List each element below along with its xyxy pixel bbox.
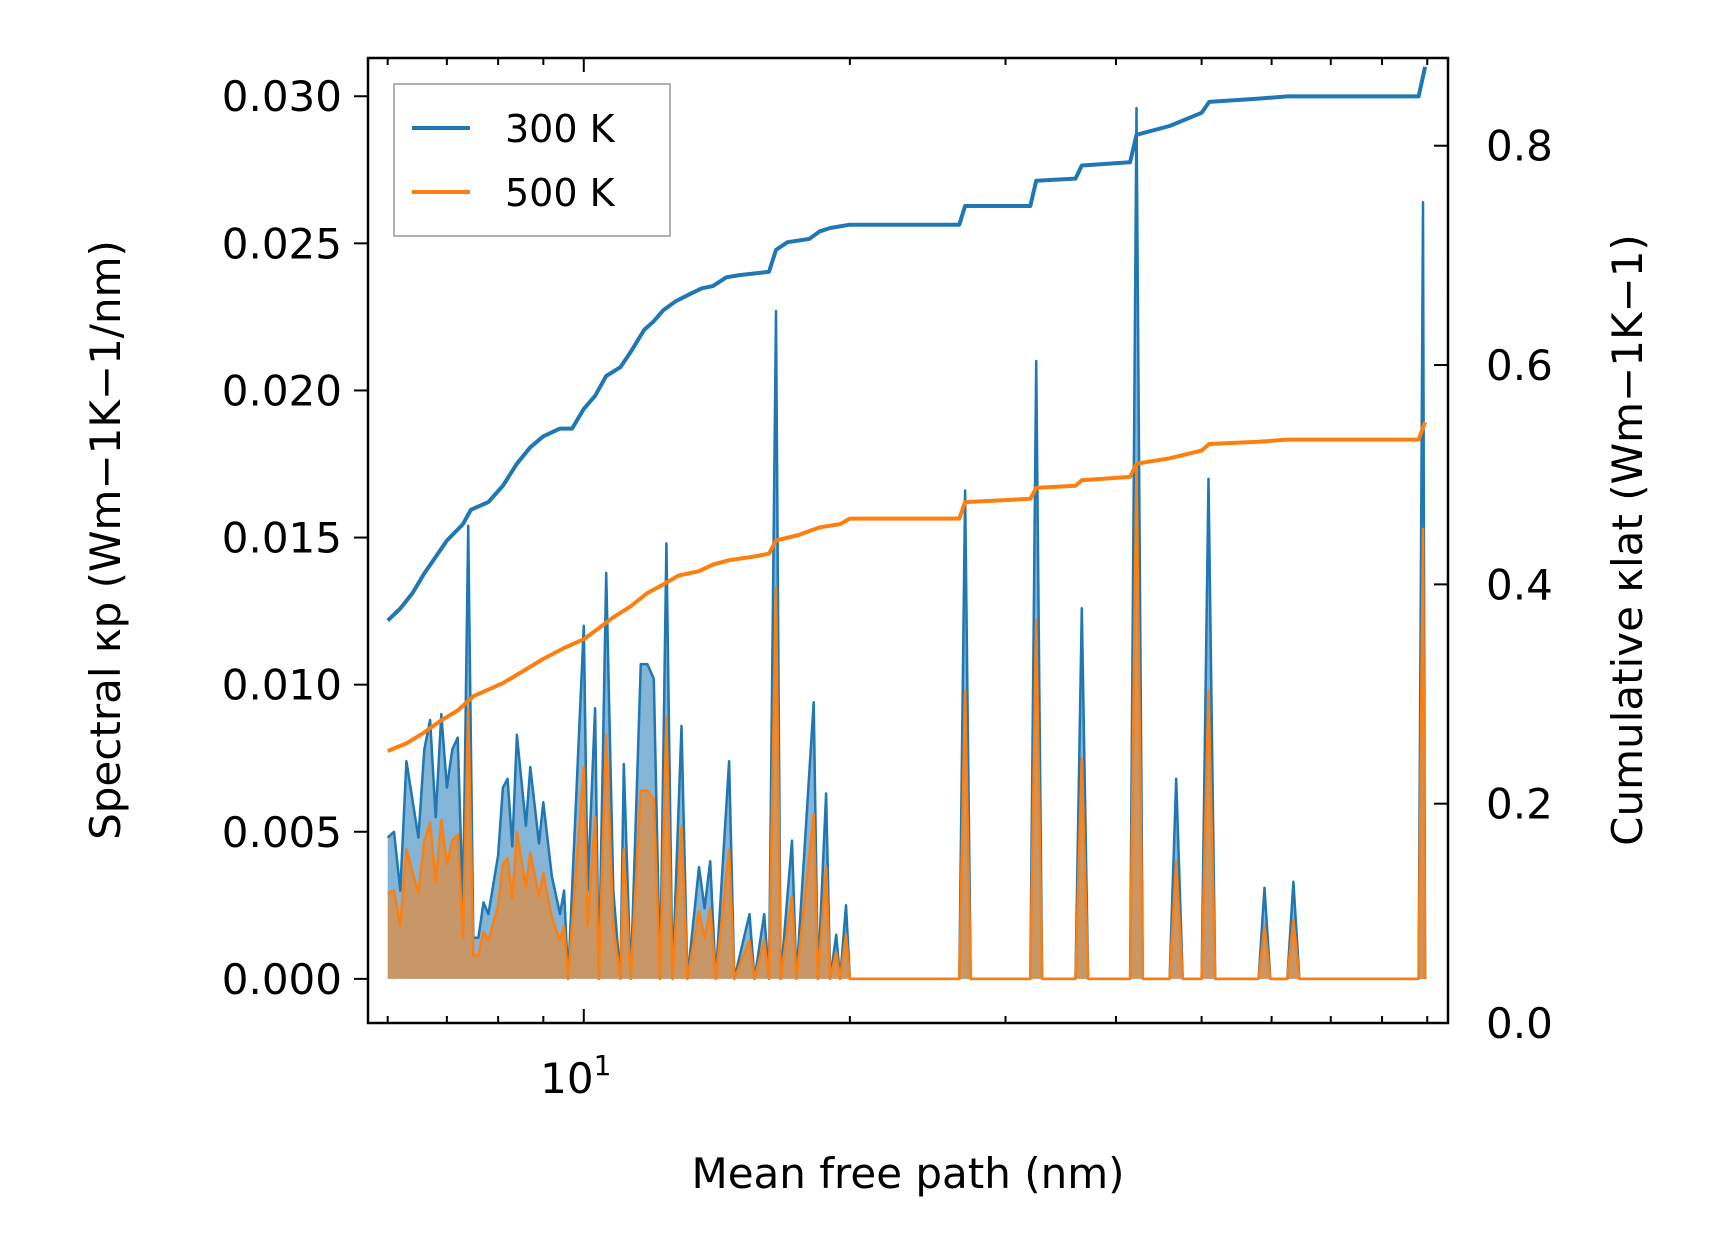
y-left-tick-label: 0.015 xyxy=(222,514,342,563)
y-right-tick-label: 0.2 xyxy=(1486,780,1553,829)
y-left-tick-label: 0.025 xyxy=(222,219,342,268)
y-right-tick-label: 0.8 xyxy=(1486,122,1553,171)
legend: 300 K 500 K xyxy=(393,83,671,237)
spectral-area-500k xyxy=(387,464,1426,979)
series-lines xyxy=(386,66,1428,753)
spectral-area-300k xyxy=(387,108,1426,979)
plot-frame xyxy=(366,56,1450,1025)
y-right-axis-label: Cumulative κlat (Wm−1K−1) xyxy=(1603,234,1652,846)
y-left-tick-label: 0.030 xyxy=(222,72,342,121)
y-right-tick-label: 0.4 xyxy=(1486,560,1553,609)
legend-box xyxy=(393,83,671,237)
y-left-axis-label: Spectral κp (Wm−1K−1/nm) xyxy=(81,240,130,840)
y-right-tick-label: 0.0 xyxy=(1486,999,1553,1048)
y-left-tick-label: 0.020 xyxy=(222,366,342,415)
y-left-tick-label: 0.010 xyxy=(222,661,342,710)
spectral-line-300k xyxy=(386,106,1427,981)
x-axis-label: Mean free path (nm) xyxy=(691,1149,1124,1198)
cumulative-line-500k xyxy=(386,421,1427,753)
cumulative-line-300k xyxy=(386,66,1428,623)
legend-label-300k: 300 K xyxy=(505,107,616,151)
legend-label-500k: 500 K xyxy=(505,171,616,215)
axis-tick-labels: 0.000 0.005 0.010 0.015 0.020 0.025 0.030 0.0 0.… xyxy=(222,72,1553,1103)
y-left-tick-label: 0.005 xyxy=(222,808,342,857)
y-right-tick-label: 0.6 xyxy=(1486,341,1553,390)
y-left-tick-label: 0.000 xyxy=(222,955,342,1004)
axis-ticks xyxy=(354,58,1448,1024)
